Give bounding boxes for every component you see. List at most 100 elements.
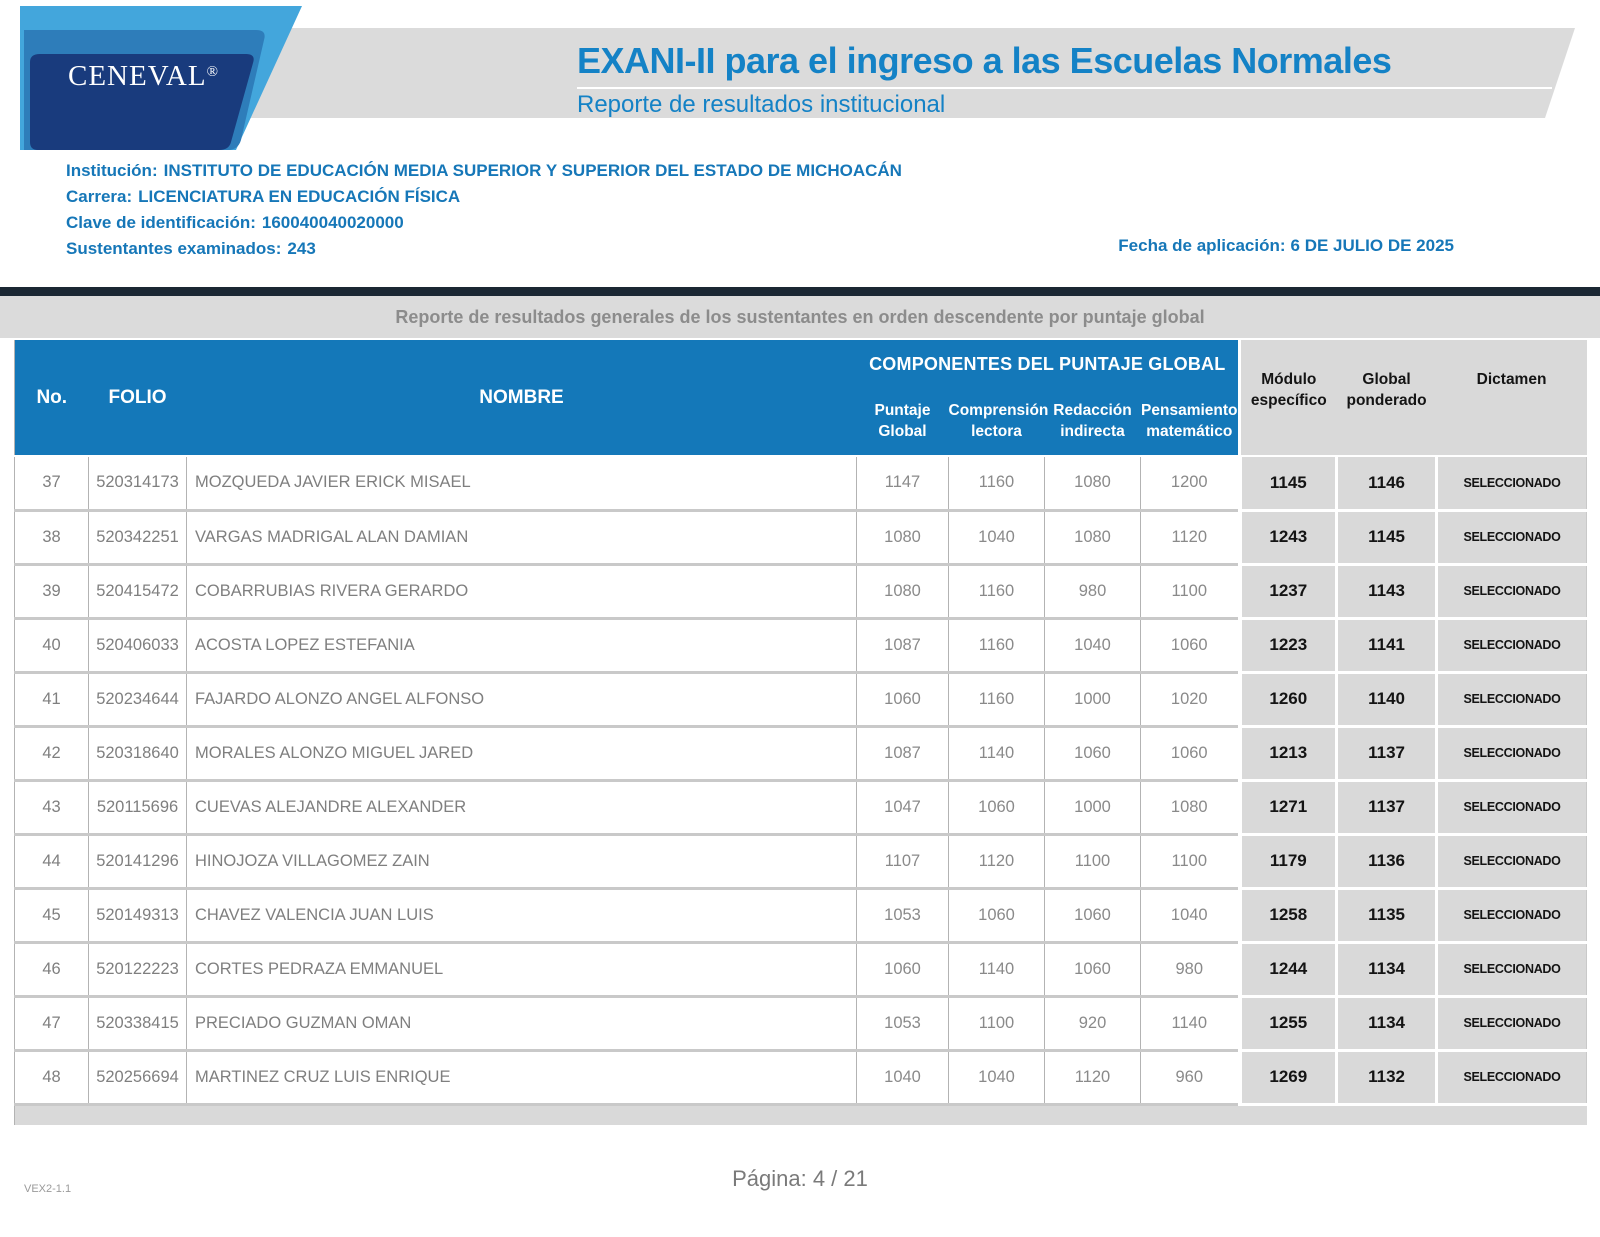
cell-pensamiento-matematico: 1140 <box>1140 996 1241 1052</box>
table-row: 37 520314173 MOZQUEDA JAVIER ERICK MISAEL 1… <box>14 456 1588 512</box>
cell-redaccion-indirecta: 1000 <box>1044 672 1141 728</box>
cell-global-ponderado: 1143 <box>1336 564 1439 620</box>
cell-pensamiento-matematico: 980 <box>1140 942 1241 998</box>
results-table-header: No. FOLIO NOMBRE COMPONENTES DEL PUNTAJE… <box>14 340 1587 457</box>
cell-folio: 520342251 <box>88 510 187 566</box>
cell-dictamen: SELECCIONADO <box>1436 672 1588 728</box>
cell-folio: 520149313 <box>88 888 187 944</box>
cell-puntaje-global: 1087 <box>856 726 949 782</box>
cell-nombre: CUEVAS ALEJANDRE ALEXANDER <box>186 780 857 836</box>
cell-folio: 520115696 <box>88 780 187 836</box>
cell-dictamen: SELECCIONADO <box>1436 834 1588 890</box>
cell-global-ponderado: 1134 <box>1336 942 1439 998</box>
cell-no: 48 <box>14 1050 89 1106</box>
col-header-nombre: NOMBRE <box>186 340 857 457</box>
info-sustentantes: Sustentantes examinados: 243 <box>66 239 316 258</box>
cell-modulo-especifico: 1255 <box>1237 996 1339 1052</box>
cell-modulo-especifico: 1243 <box>1237 510 1339 566</box>
table-row: 44 520141296 HINOJOZA VILLAGOMEZ ZAIN 1107 1… <box>14 834 1588 890</box>
cell-global-ponderado: 1141 <box>1336 618 1439 674</box>
col-header-pensamiento-matematico: Pensamiento matemático <box>1140 388 1240 457</box>
cell-dictamen: SELECCIONADO <box>1436 888 1588 944</box>
cell-redaccion-indirecta: 1080 <box>1044 510 1141 566</box>
cell-puntaje-global: 1080 <box>856 564 949 620</box>
cell-redaccion-indirecta: 1120 <box>1044 1050 1141 1106</box>
cell-folio: 520314173 <box>88 456 187 512</box>
cell-pensamiento-matematico: 1120 <box>1140 510 1241 566</box>
cell-puntaje-global: 1147 <box>856 456 949 512</box>
cell-modulo-especifico: 1260 <box>1237 672 1339 728</box>
cell-global-ponderado: 1136 <box>1336 834 1439 890</box>
cell-dictamen: SELECCIONADO <box>1436 942 1588 998</box>
cell-global-ponderado: 1146 <box>1336 456 1439 512</box>
col-header-folio: FOLIO <box>88 340 187 457</box>
cell-folio: 520318640 <box>88 726 187 782</box>
cell-folio: 520406033 <box>88 618 187 674</box>
header-band <box>198 28 1575 118</box>
cell-pensamiento-matematico: 1200 <box>1140 456 1241 512</box>
info-carrera: Carrera: LICENCIATURA EN EDUCACIÓN FÍSICA <box>66 187 461 206</box>
results-table-foot <box>14 1104 1587 1125</box>
table-row: 41 520234644 FAJARDO ALONZO ANGEL ALFONSO 1… <box>14 672 1588 728</box>
cell-no: 44 <box>14 834 89 890</box>
cell-no: 42 <box>14 726 89 782</box>
table-row: 43 520115696 CUEVAS ALEJANDRE ALEXANDER 104… <box>14 780 1588 836</box>
cell-comprension-lectora: 1040 <box>948 510 1045 566</box>
cell-no: 43 <box>14 780 89 836</box>
cell-no: 39 <box>14 564 89 620</box>
cell-dictamen: SELECCIONADO <box>1436 510 1588 566</box>
cell-comprension-lectora: 1140 <box>948 942 1045 998</box>
table-row: 40 520406033 ACOSTA LOPEZ ESTEFANIA 1087 116… <box>14 618 1588 674</box>
cell-modulo-especifico: 1145 <box>1237 456 1339 512</box>
table-row: 38 520342251 VARGAS MADRIGAL ALAN DAMIAN 10… <box>14 510 1588 566</box>
col-header-dictamen: Dictamen <box>1436 340 1587 457</box>
cell-folio: 520234644 <box>88 672 187 728</box>
cell-global-ponderado: 1140 <box>1336 672 1439 728</box>
cell-puntaje-global: 1060 <box>856 672 949 728</box>
cell-nombre: VARGAS MADRIGAL ALAN DAMIAN <box>186 510 857 566</box>
results-table: No. FOLIO NOMBRE COMPONENTES DEL PUNTAJE… <box>14 340 1588 1125</box>
cell-pensamiento-matematico: 1040 <box>1140 888 1241 944</box>
cell-dictamen: SELECCIONADO <box>1436 1050 1588 1106</box>
cell-nombre: CORTES PEDRAZA EMMANUEL <box>186 942 857 998</box>
col-header-redaccion-indirecta: Redacción indirecta <box>1044 388 1141 457</box>
cell-pensamiento-matematico: 1080 <box>1140 780 1241 836</box>
col-header-no: No. <box>14 340 89 457</box>
cell-pensamiento-matematico: 1060 <box>1140 726 1241 782</box>
cell-puntaje-global: 1047 <box>856 780 949 836</box>
cell-puntaje-global: 1060 <box>856 942 949 998</box>
page-title: EXANI-II para el ingreso a las Escuelas … <box>577 40 1392 81</box>
cell-comprension-lectora: 1160 <box>948 564 1045 620</box>
col-header-global-ponderado: Global ponderado <box>1336 340 1437 457</box>
ceneval-logo-text: CENEVAL® <box>68 60 218 92</box>
table-row: 42 520318640 MORALES ALONZO MIGUEL JARED 10… <box>14 726 1588 782</box>
info-clave: Clave de identificación: 160040040020000 <box>66 213 404 232</box>
cell-modulo-especifico: 1244 <box>1237 942 1339 998</box>
cell-comprension-lectora: 1160 <box>948 618 1045 674</box>
cell-nombre: COBARRUBIAS RIVERA GERARDO <box>186 564 857 620</box>
cell-nombre: MARTINEZ CRUZ LUIS ENRIQUE <box>186 1050 857 1106</box>
section-title: Reporte de resultados generales de los s… <box>395 307 1205 327</box>
cell-modulo-especifico: 1258 <box>1237 888 1339 944</box>
cell-dictamen: SELECCIONADO <box>1436 564 1588 620</box>
cell-nombre: HINOJOZA VILLAGOMEZ ZAIN <box>186 834 857 890</box>
cell-no: 46 <box>14 942 89 998</box>
ceneval-logo-shapes <box>20 6 302 150</box>
cell-folio: 520141296 <box>88 834 187 890</box>
cell-global-ponderado: 1145 <box>1336 510 1439 566</box>
cell-comprension-lectora: 1040 <box>948 1050 1045 1106</box>
cell-no: 41 <box>14 672 89 728</box>
cell-comprension-lectora: 1100 <box>948 996 1045 1052</box>
section-title-band: Reporte de resultados generales de los s… <box>0 296 1600 338</box>
cell-pensamiento-matematico: 1100 <box>1140 834 1241 890</box>
cell-puntaje-global: 1087 <box>856 618 949 674</box>
cell-global-ponderado: 1135 <box>1336 888 1439 944</box>
cell-redaccion-indirecta: 1060 <box>1044 888 1141 944</box>
cell-comprension-lectora: 1160 <box>948 672 1045 728</box>
cell-modulo-especifico: 1213 <box>1237 726 1339 782</box>
cell-comprension-lectora: 1060 <box>948 780 1045 836</box>
cell-comprension-lectora: 1120 <box>948 834 1045 890</box>
cell-dictamen: SELECCIONADO <box>1436 618 1588 674</box>
document-version: VEX2-1.1 <box>24 1183 72 1195</box>
cell-folio: 520256694 <box>88 1050 187 1106</box>
